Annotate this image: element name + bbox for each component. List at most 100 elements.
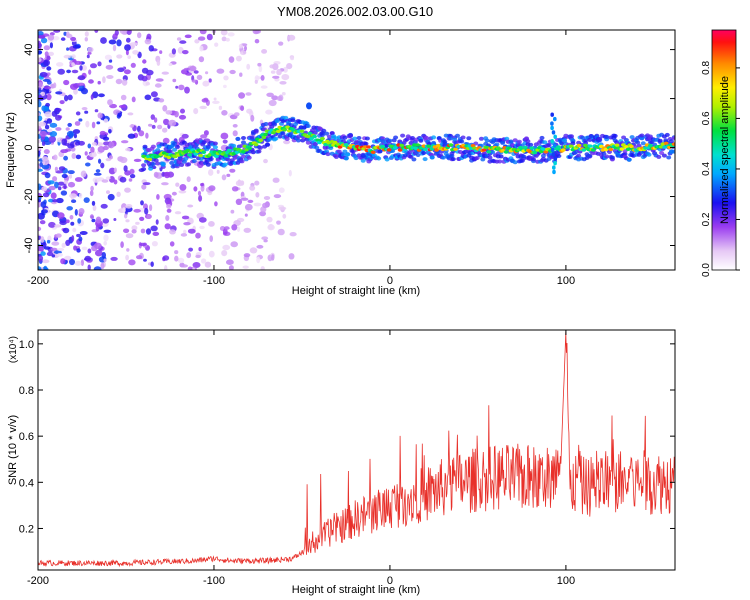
spectrogram-noise-blob <box>126 37 131 43</box>
spectrogram-noise-blob <box>53 82 57 89</box>
spectrogram-noise-blob <box>63 54 71 59</box>
spectrogram-noise-blob <box>66 130 75 137</box>
spectrogram-ridge-halo <box>167 149 173 154</box>
spectrogram-ridge-halo <box>429 155 435 160</box>
spectrogram-noise-blob <box>181 215 190 220</box>
spectrogram-noise-blob <box>42 158 49 166</box>
spectrogram-ridge-halo <box>265 142 270 147</box>
spectrogram-noise-blob <box>38 40 42 48</box>
spectrogram-ridge-core <box>380 144 386 149</box>
spectrogram-noise-blob <box>48 221 56 228</box>
spectrogram-noise-blob <box>94 30 99 33</box>
spectrogram-noise-blob <box>125 233 134 239</box>
spectrogram-noise-blob <box>231 224 238 231</box>
spectrogram-ridge-halo <box>295 138 301 143</box>
spectrogram-noise-blob <box>242 265 249 269</box>
spectrogram-ridge-halo <box>241 154 246 159</box>
spectrogram-noise-blob <box>139 216 145 221</box>
spectrogram-isolated-blob <box>306 102 312 110</box>
spectrogram-ridge-halo <box>411 157 417 162</box>
spectrogram-ridge-halo <box>172 141 178 146</box>
spectrogram-noise-blob <box>53 154 58 161</box>
spectrogram-ridge-core <box>397 148 403 152</box>
spectrogram-noise-blob <box>156 59 161 66</box>
spectrogram-noise-blob <box>43 45 51 51</box>
spectrogram-noise-blob <box>78 208 85 215</box>
spectrogram-noise-blob <box>49 131 58 137</box>
spectrogram-noise-blob <box>80 170 87 178</box>
spectrogram-ridge-halo <box>531 157 536 162</box>
spectrogram-ridge-halo <box>490 150 496 155</box>
spectrogram-ridge-halo <box>500 140 506 145</box>
spectrogram-noise-blob <box>38 112 41 117</box>
spectrogram-noise-blob <box>272 75 280 79</box>
spectrogram-ridge-core <box>201 150 207 154</box>
spectrogram-ridge-core <box>529 146 534 150</box>
spectrogram-noise-blob <box>254 180 260 186</box>
spectrogram-ridge-halo <box>480 157 486 162</box>
spectrogram-ridge-halo <box>376 156 382 161</box>
spectrogram-noise-blob <box>97 93 105 98</box>
spectrogram-noise-blob <box>179 40 187 44</box>
spectrogram-noise-blob <box>153 117 158 123</box>
spectrogram-noise-blob <box>171 191 177 196</box>
spectrogram-noise-blob <box>74 121 81 126</box>
spectrogram-ridge-halo <box>353 156 359 161</box>
spectrogram-noise-blob <box>39 220 46 225</box>
spectrogram-noise-blob <box>38 50 43 54</box>
spectrogram-noise-blob <box>92 205 97 211</box>
spectrogram-noise-blob <box>130 62 136 68</box>
spectrogram-noise-blob <box>60 258 66 265</box>
spectrogram-noise-blob <box>225 37 230 42</box>
spectrogram-noise-blob <box>283 66 288 73</box>
spectrogram-noise-blob <box>113 167 117 173</box>
spectrogram-ridge-core <box>448 143 454 147</box>
spectrogram-noise-blob <box>132 50 139 55</box>
spectrogram-noise-blob <box>55 114 62 121</box>
spectrogram-ridge-halo <box>629 135 635 140</box>
snr-marks <box>38 332 675 568</box>
spectrogram-noise-blob <box>261 49 268 54</box>
spectrogram-ridge-halo <box>142 144 148 149</box>
spectrogram-noise-blob <box>57 181 65 186</box>
spectrogram-ridge-halo <box>626 157 632 162</box>
spectrogram-noise-blob <box>152 231 160 236</box>
spectrogram-noise-blob <box>140 228 146 234</box>
spectrogram-noise-blob <box>95 216 102 224</box>
spectrogram-noise-blob <box>99 130 106 136</box>
spectrogram-noise-blob <box>78 236 83 242</box>
spectrogram-ridge-halo <box>646 152 652 157</box>
spectrogram-noise-blob <box>150 114 155 120</box>
spectrogram-noise-blob <box>131 225 138 231</box>
spectrogram-noise-blob <box>116 54 123 59</box>
spectrogram-ridge-halo <box>155 161 161 166</box>
spectrogram-noise-blob <box>84 151 88 156</box>
spectrogram-noise-blob <box>75 154 82 160</box>
spectrogram-noise-blob <box>153 171 159 178</box>
spectrogram-noise-blob <box>229 168 236 173</box>
spectrogram-ridge-halo <box>356 136 362 140</box>
spectrogram-noise-blob <box>55 91 63 95</box>
spectrogram-noise-blob <box>199 105 207 110</box>
spectrogram-noise-blob <box>54 166 59 172</box>
spectrogram-noise-blob <box>214 42 219 47</box>
spectrogram-noise-blob <box>174 111 179 118</box>
spectrogram-ridge-halo <box>212 145 218 150</box>
spectrogram-noise-blob <box>168 119 177 127</box>
spectrogram-noise-blob <box>71 199 77 203</box>
spectrogram-noise-blob <box>199 45 204 52</box>
spectrogram-noise-blob <box>141 184 147 190</box>
spectrogram-noise-blob <box>165 215 170 221</box>
spectrogram-noise-blob <box>208 78 212 83</box>
spectrogram-ridge-halo <box>314 145 320 150</box>
snr-y-tick-label: 0.8 <box>19 385 34 397</box>
spectrogram-noise-blob <box>205 71 209 75</box>
spectrogram-noise-blob <box>39 130 48 137</box>
spectrogram-ridge-core <box>198 153 204 158</box>
spectrogram-noise-blob <box>201 98 209 103</box>
spectrogram-ridge-halo <box>290 118 296 123</box>
spectrogram-noise-blob <box>39 162 43 167</box>
spectrogram-spike <box>553 134 557 139</box>
spectrogram-ridge-halo <box>656 154 662 159</box>
